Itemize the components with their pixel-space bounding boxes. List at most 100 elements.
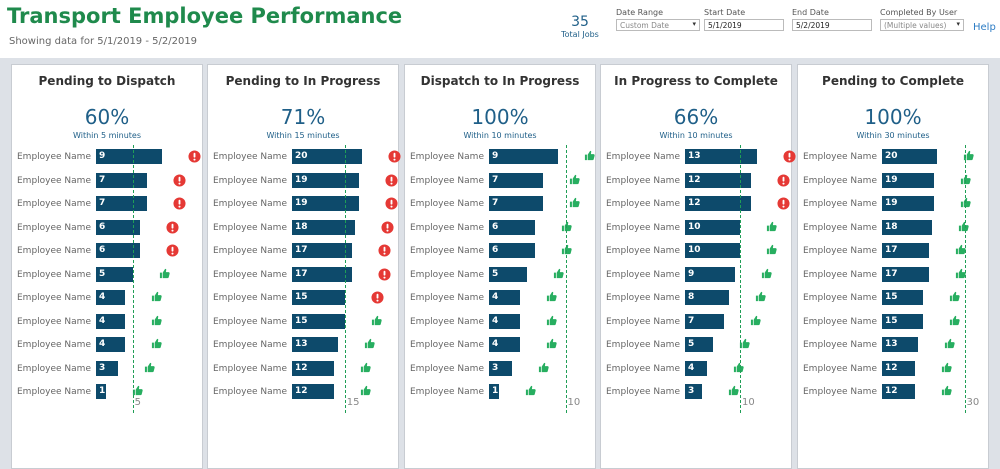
- table-row[interactable]: Employee Name 9: [405, 149, 595, 166]
- performance-bar[interactable]: 17: [882, 243, 929, 258]
- performance-bar[interactable]: 19: [292, 172, 359, 188]
- performance-bar[interactable]: 20: [882, 149, 937, 164]
- performance-bar[interactable]: 4: [685, 360, 707, 376]
- table-row[interactable]: Employee Name 4: [12, 290, 202, 307]
- performance-bar[interactable]: 7: [96, 172, 148, 188]
- table-row[interactable]: Employee Name 7: [405, 172, 595, 190]
- table-row[interactable]: Employee Name 3: [12, 360, 202, 378]
- table-row[interactable]: Employee Name 17: [208, 266, 398, 284]
- table-row[interactable]: Employee Name 15: [208, 313, 398, 331]
- performance-bar[interactable]: 4: [489, 290, 520, 305]
- table-row[interactable]: Employee Name 15: [798, 313, 988, 331]
- table-row[interactable]: Employee Name 20: [798, 149, 988, 166]
- table-row[interactable]: Employee Name 5: [601, 337, 791, 354]
- completed-by-select[interactable]: (Multiple values) ▾: [880, 19, 964, 31]
- table-row[interactable]: Employee Name 7: [601, 313, 791, 331]
- date-range-select[interactable]: Custom Date ▾: [616, 19, 700, 31]
- performance-bar[interactable]: 17: [292, 243, 352, 258]
- performance-bar[interactable]: 1: [96, 384, 106, 399]
- table-row[interactable]: Employee Name 3: [405, 360, 595, 378]
- table-row[interactable]: Employee Name 13: [798, 337, 988, 354]
- performance-bar[interactable]: 17: [292, 266, 352, 282]
- table-row[interactable]: Employee Name 5: [405, 266, 595, 284]
- table-row[interactable]: Employee Name 4: [405, 337, 595, 354]
- table-row[interactable]: Employee Name 9: [601, 266, 791, 284]
- table-row[interactable]: Employee Name 6: [12, 219, 202, 237]
- performance-bar[interactable]: 12: [292, 384, 335, 399]
- performance-bar[interactable]: 8: [685, 290, 729, 305]
- performance-bar[interactable]: 20: [292, 149, 363, 164]
- table-row[interactable]: Employee Name 3: [601, 384, 791, 401]
- performance-bar[interactable]: 6: [96, 219, 140, 235]
- start-date-input[interactable]: 5/1/2019: [704, 19, 784, 31]
- performance-bar[interactable]: 12: [685, 196, 751, 211]
- performance-bar[interactable]: 13: [292, 337, 338, 352]
- performance-bar[interactable]: 13: [882, 337, 918, 352]
- performance-bar[interactable]: 18: [292, 219, 356, 235]
- table-row[interactable]: Employee Name 7: [12, 196, 202, 213]
- table-row[interactable]: Employee Name 19: [208, 196, 398, 213]
- table-row[interactable]: Employee Name 17: [208, 243, 398, 260]
- performance-bar[interactable]: 19: [882, 172, 935, 188]
- table-row[interactable]: Employee Name 17: [798, 266, 988, 284]
- performance-bar[interactable]: 5: [96, 266, 133, 282]
- performance-bar[interactable]: 7: [96, 196, 148, 211]
- performance-bar[interactable]: 15: [292, 290, 345, 305]
- performance-bar[interactable]: 4: [489, 313, 520, 329]
- table-row[interactable]: Employee Name 4: [405, 290, 595, 307]
- end-date-input[interactable]: 5/2/2019: [792, 19, 872, 31]
- performance-bar[interactable]: 12: [685, 172, 751, 188]
- table-row[interactable]: Employee Name 13: [601, 149, 796, 166]
- table-row[interactable]: Employee Name 18: [798, 219, 988, 237]
- performance-bar[interactable]: 3: [489, 360, 512, 376]
- table-row[interactable]: Employee Name 15: [798, 290, 988, 307]
- table-row[interactable]: Employee Name 15: [208, 290, 398, 307]
- table-row[interactable]: Employee Name 4: [12, 337, 202, 354]
- table-row[interactable]: Employee Name 4: [601, 360, 791, 378]
- performance-bar[interactable]: 3: [96, 360, 118, 376]
- performance-bar[interactable]: 15: [882, 313, 924, 329]
- table-row[interactable]: Employee Name 6: [405, 243, 595, 260]
- performance-bar[interactable]: 10: [685, 219, 740, 235]
- table-row[interactable]: Employee Name 12: [601, 196, 791, 213]
- performance-bar[interactable]: 4: [96, 337, 126, 352]
- performance-bar[interactable]: 9: [685, 266, 735, 282]
- performance-bar[interactable]: 17: [882, 266, 929, 282]
- table-row[interactable]: Employee Name 4: [405, 313, 595, 331]
- table-row[interactable]: Employee Name 17: [798, 243, 988, 260]
- performance-bar[interactable]: 6: [489, 219, 535, 235]
- performance-bar[interactable]: 3: [685, 384, 702, 399]
- performance-bar[interactable]: 4: [96, 290, 126, 305]
- table-row[interactable]: Employee Name 10: [601, 243, 791, 260]
- performance-bar[interactable]: 12: [292, 360, 335, 376]
- performance-bar[interactable]: 4: [96, 313, 126, 329]
- performance-bar[interactable]: 4: [489, 337, 520, 352]
- performance-bar[interactable]: 19: [292, 196, 359, 211]
- table-row[interactable]: Employee Name 12: [208, 360, 398, 378]
- performance-bar[interactable]: 18: [882, 219, 932, 235]
- table-row[interactable]: Employee Name 5: [12, 266, 202, 284]
- table-row[interactable]: Employee Name 18: [208, 219, 398, 237]
- table-row[interactable]: Employee Name 1: [405, 384, 595, 401]
- performance-bar[interactable]: 9: [489, 149, 558, 164]
- table-row[interactable]: Employee Name 19: [208, 172, 398, 190]
- performance-bar[interactable]: 19: [882, 196, 935, 211]
- performance-bar[interactable]: 15: [882, 290, 924, 305]
- performance-bar[interactable]: 12: [882, 360, 915, 376]
- table-row[interactable]: Employee Name 19: [798, 172, 988, 190]
- performance-bar[interactable]: 6: [489, 243, 535, 258]
- table-row[interactable]: Employee Name 7: [405, 196, 595, 213]
- table-row[interactable]: Employee Name 10: [601, 219, 791, 237]
- performance-bar[interactable]: 7: [685, 313, 724, 329]
- help-link[interactable]: Help: [973, 22, 996, 33]
- performance-bar[interactable]: 15: [292, 313, 345, 329]
- table-row[interactable]: Employee Name 12: [798, 360, 988, 378]
- performance-bar[interactable]: 9: [96, 149, 162, 164]
- performance-bar[interactable]: 7: [489, 196, 543, 211]
- performance-bar[interactable]: 10: [685, 243, 740, 258]
- table-row[interactable]: Employee Name 6: [405, 219, 595, 237]
- performance-bar[interactable]: 13: [685, 149, 757, 164]
- table-row[interactable]: Employee Name 1: [12, 384, 202, 401]
- table-row[interactable]: Employee Name 8: [601, 290, 791, 307]
- performance-bar[interactable]: 6: [96, 243, 140, 258]
